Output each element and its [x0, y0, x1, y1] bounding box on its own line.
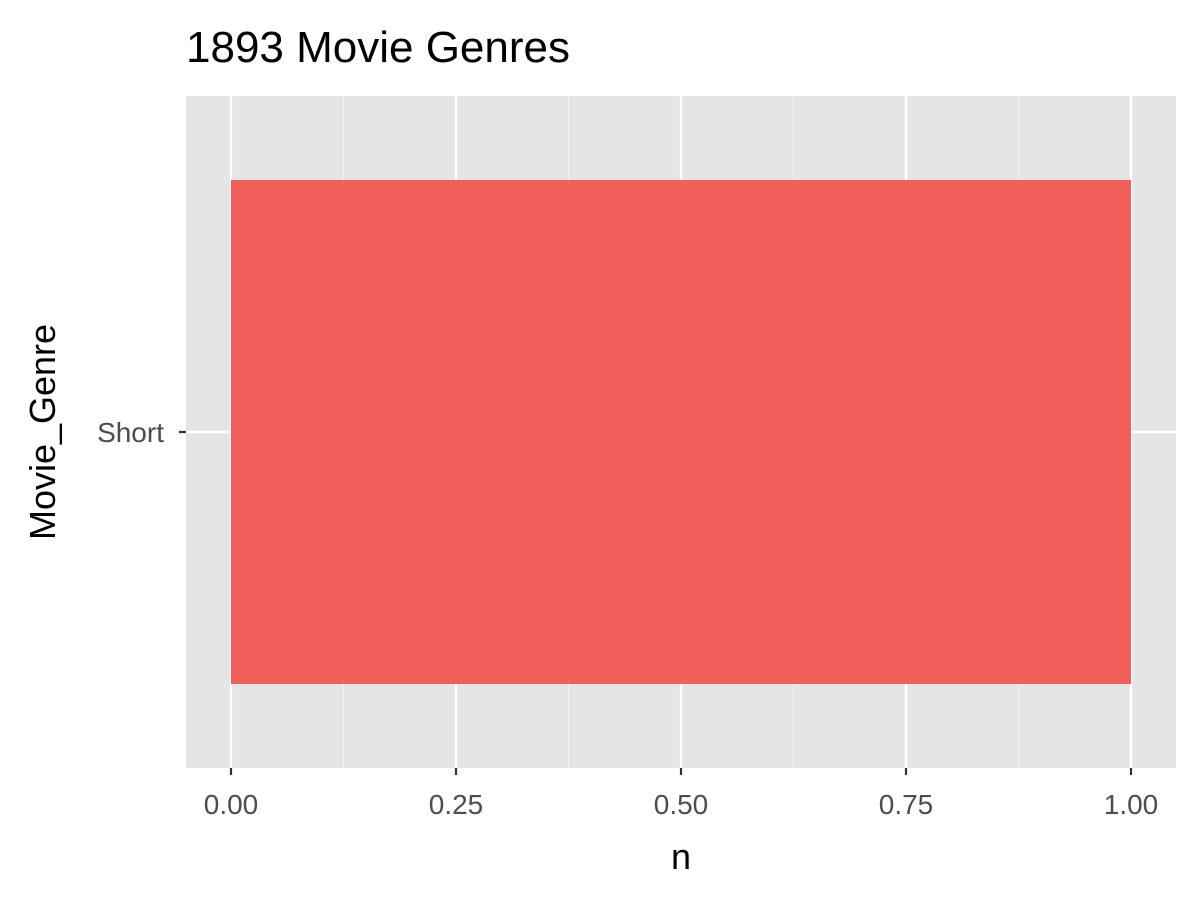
y-axis-title: Movie_Genre	[22, 324, 63, 540]
bars	[231, 180, 1131, 684]
y-tick-label: Short	[97, 417, 164, 448]
y-axis-ticks: Short	[97, 417, 186, 448]
x-tick-label: 0.25	[429, 789, 484, 820]
chart-title: 1893 Movie Genres	[186, 23, 570, 72]
x-tick-label: 0.00	[204, 789, 259, 820]
bar-short	[231, 180, 1131, 684]
x-axis-ticks: 0.00 0.25 0.50 0.75 1.00	[204, 768, 1159, 820]
x-axis-title: n	[671, 836, 691, 877]
x-tick-label: 0.50	[654, 789, 709, 820]
x-tick-label: 1.00	[1104, 789, 1159, 820]
x-tick-label: 0.75	[879, 789, 934, 820]
